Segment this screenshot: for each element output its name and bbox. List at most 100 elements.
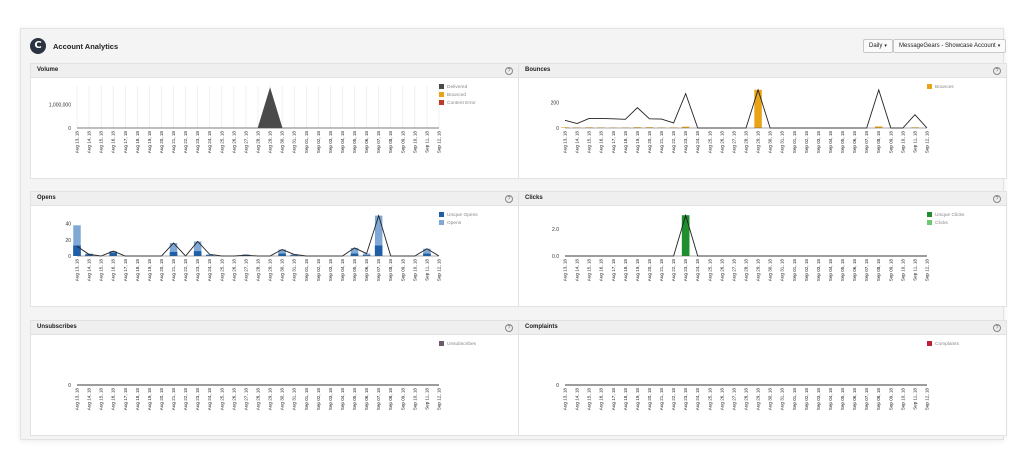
help-icon[interactable]: ? (993, 195, 1001, 203)
x-tick-label: Sep 10, 18 (900, 259, 905, 282)
x-tick-label: Sep 11, 18 (912, 388, 917, 410)
legend-label: Opens (447, 220, 462, 226)
x-tick-label: Sep 11, 18 (424, 388, 429, 410)
account-dropdown[interactable]: MessageGears - Showcase Account ▾ (893, 39, 1007, 53)
bar (423, 248, 431, 256)
x-tick-label: Sep 10, 18 (412, 131, 417, 154)
account-dropdown-label: MessageGears - Showcase Account (899, 43, 996, 49)
y-tick-label: 0 (68, 126, 71, 132)
bar (633, 127, 642, 128)
x-tick-label: Sep 03, 18 (816, 131, 821, 154)
x-tick-label: Aug 18, 18 (135, 388, 140, 411)
legend-swatch (439, 341, 444, 346)
x-tick-label: Sep 06, 18 (364, 388, 369, 411)
legend-label: Unique Clicks (935, 212, 965, 218)
x-tick-label: Sep 08, 18 (388, 259, 393, 282)
help-icon[interactable]: ? (505, 324, 513, 332)
x-tick-label: Sep 10, 18 (900, 388, 905, 411)
x-tick-label: Aug 26, 18 (231, 388, 236, 411)
x-tick-label: Sep 02, 18 (316, 259, 321, 282)
x-tick-label: Aug 18, 18 (623, 131, 628, 154)
help-icon[interactable]: ? (505, 67, 513, 75)
bounces-panel: Bounces ? 0 200 Aug 13, 18 Aug 14, 18 Aug 15… (518, 63, 1007, 179)
bar (193, 241, 202, 256)
x-tick-label: Aug 23, 18 (195, 131, 200, 154)
x-tick-label: Sep 09, 18 (888, 259, 893, 282)
x-tick-label: Aug 16, 18 (111, 131, 116, 154)
help-icon[interactable]: ? (993, 67, 1001, 75)
x-tick-label: Sep 05, 18 (840, 259, 845, 282)
panel-title: Volume (37, 67, 59, 73)
x-tick-label: Aug 26, 18 (231, 259, 236, 282)
x-tick-label: Aug 15, 18 (99, 388, 104, 411)
x-tick-label: Sep 01, 18 (304, 388, 309, 411)
y-tick-label: 0.0 (552, 254, 559, 260)
x-tick-label: Aug 23, 18 (683, 388, 688, 411)
bar (585, 127, 593, 128)
legend-swatch (439, 212, 444, 217)
bar (374, 215, 383, 256)
x-tick-label: Aug 29, 18 (756, 388, 761, 411)
x-tick-label: Aug 13, 18 (75, 388, 80, 411)
page-title: Account Analytics (53, 42, 119, 51)
x-tick-label: Aug 16, 18 (111, 259, 116, 282)
bar (109, 252, 117, 256)
x-tick-label: Sep 04, 18 (340, 259, 345, 282)
help-icon[interactable]: ? (505, 195, 513, 203)
x-tick-label: Aug 29, 18 (756, 131, 761, 154)
x-tick-label: Aug 28, 18 (744, 259, 749, 282)
x-tick-label: Sep 01, 18 (792, 259, 797, 282)
x-tick-label: Aug 27, 18 (243, 388, 248, 411)
x-tick-label: Sep 12, 18 (925, 131, 930, 154)
x-tick-label: Sep 02, 18 (316, 131, 321, 154)
x-tick-label: Sep 04, 18 (828, 131, 833, 154)
line-series (76, 214, 440, 257)
x-tick-label: Aug 25, 18 (219, 259, 224, 282)
x-tick-label: Sep 09, 18 (888, 131, 893, 154)
x-tick-label: Aug 21, 18 (171, 259, 176, 282)
x-tick-label: Aug 25, 18 (219, 131, 224, 154)
period-dropdown[interactable]: Daily ▾ (863, 39, 893, 53)
x-tick-label: Sep 12, 18 (925, 388, 930, 411)
legend-swatch (927, 341, 932, 346)
x-tick-label: Aug 15, 18 (587, 388, 592, 411)
x-tick-label: Aug 20, 18 (647, 388, 652, 411)
x-tick-label: Aug 30, 18 (280, 259, 285, 282)
x-tick-label: Aug 14, 18 (87, 388, 92, 411)
x-tick-label: Aug 16, 18 (599, 131, 604, 154)
x-tick-label: Aug 15, 18 (99, 131, 104, 154)
x-tick-label: Aug 17, 18 (123, 388, 128, 411)
legend-swatch (439, 100, 444, 105)
x-tick-label: Sep 04, 18 (828, 388, 833, 411)
x-tick-label: Aug 15, 18 (587, 259, 592, 282)
bar (423, 253, 431, 256)
x-tick-label: Sep 07, 18 (376, 259, 381, 282)
x-tick-label: Aug 28, 18 (256, 131, 261, 154)
x-tick-label: Aug 17, 18 (123, 259, 128, 282)
legend-swatch (439, 92, 444, 97)
panel-header: Clicks ? (519, 192, 1006, 206)
bar (874, 126, 883, 128)
x-tick-label: Aug 27, 18 (243, 259, 248, 282)
x-tick-label: Aug 30, 18 (280, 388, 285, 411)
x-tick-label: Aug 31, 18 (292, 388, 297, 411)
x-tick-label: Sep 12, 18 (925, 259, 930, 282)
help-icon[interactable]: ? (993, 324, 1001, 332)
unsubscribes-panel: Unsubscribes ? 0 Aug 13, 18 Aug 14, 18 Aug … (30, 320, 519, 436)
x-tick-label: Sep 01, 18 (304, 259, 309, 282)
x-tick-label: Aug 24, 18 (695, 259, 700, 282)
caret-down-icon: ▾ (884, 43, 887, 49)
x-tick-label: Sep 07, 18 (376, 388, 381, 411)
x-tick-label: Aug 22, 18 (671, 388, 676, 411)
x-tick-label: Aug 22, 18 (671, 259, 676, 282)
panel-title: Complaints (525, 324, 558, 330)
x-tick-label: Sep 09, 18 (400, 388, 405, 411)
x-tick-label: Aug 21, 18 (659, 259, 664, 282)
x-tick-label: Aug 25, 18 (707, 388, 712, 411)
x-tick-label: Sep 05, 18 (352, 259, 357, 282)
x-tick-label: Aug 29, 18 (268, 131, 273, 154)
x-tick-label: Sep 11, 18 (912, 259, 917, 281)
x-tick-label: Sep 06, 18 (364, 259, 369, 282)
x-tick-label: Aug 13, 18 (563, 259, 568, 282)
x-tick-label: Aug 31, 18 (780, 131, 785, 154)
